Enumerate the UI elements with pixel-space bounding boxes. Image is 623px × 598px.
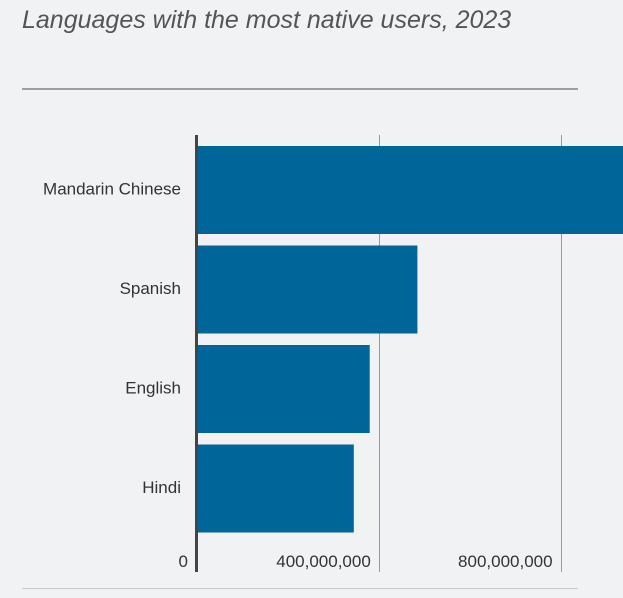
x-tick-label: 0: [179, 552, 188, 571]
category-label: English: [125, 378, 181, 397]
category-label: Hindi: [142, 478, 181, 497]
bar: [197, 345, 370, 433]
bar: [197, 146, 623, 234]
x-tick-label: 800,000,000: [458, 552, 553, 571]
bar: [197, 444, 354, 533]
category-label: Spanish: [120, 279, 181, 298]
chart-title: Languages with the most native users, 20…: [22, 6, 512, 34]
x-tick-label: 400,000,000: [276, 552, 371, 571]
title-divider: [22, 88, 578, 90]
bar: [197, 245, 418, 334]
bottom-divider: [22, 588, 578, 589]
category-label: Mandarin Chinese: [43, 179, 181, 198]
